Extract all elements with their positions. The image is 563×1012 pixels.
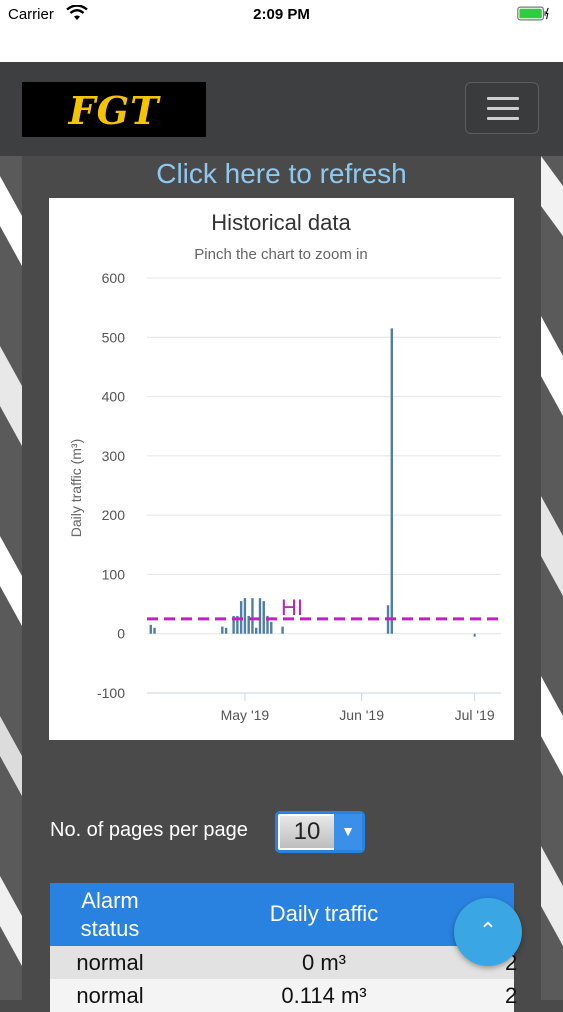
- chart-title: Historical data: [211, 210, 351, 235]
- y-tick-label: 500: [102, 329, 126, 345]
- background-image-right: [541, 156, 563, 1000]
- chevron-up-icon: ⌃: [478, 918, 498, 943]
- data-bar[interactable]: [149, 624, 152, 634]
- x-tick-label: Jul '19: [455, 707, 495, 723]
- battery-icon: [517, 6, 549, 21]
- x-tick-label: Jun '19: [339, 707, 384, 723]
- pages-per-page-label: No. of pages per page: [50, 819, 248, 841]
- data-bar[interactable]: [258, 598, 262, 634]
- extra-cell: 2: [505, 983, 518, 1008]
- y-tick-label: 400: [102, 389, 126, 405]
- pages-per-page-value: 10: [280, 816, 334, 848]
- data-bar[interactable]: [473, 633, 476, 637]
- traffic-cell: 0 m³: [302, 950, 346, 975]
- status-bar: Carrier 2:09 PM: [0, 0, 563, 30]
- data-bar[interactable]: [247, 615, 250, 634]
- y-tick-label: 0: [117, 626, 125, 642]
- dropdown-arrow-icon: ▼: [334, 814, 362, 850]
- scroll-to-top-button[interactable]: ⌃: [454, 898, 522, 966]
- pages-per-page-select[interactable]: 10 ▼: [275, 811, 365, 853]
- data-bar[interactable]: [153, 627, 156, 634]
- table-header: Alarm status Daily traffic: [50, 883, 514, 946]
- main-content: Click here to refresh Historical data Pi…: [22, 156, 541, 1012]
- x-tick-label: May '19: [221, 707, 270, 723]
- background-image-left: [0, 156, 22, 1000]
- chart-card[interactable]: Historical data Pinch the chart to zoom …: [49, 198, 514, 740]
- app-logo[interactable]: FGT: [22, 82, 206, 137]
- data-bar[interactable]: [270, 621, 273, 634]
- clock: 2:09 PM: [253, 6, 310, 23]
- y-tick-label: 200: [102, 507, 126, 523]
- data-bar[interactable]: [224, 627, 228, 634]
- y-tick-label: -100: [97, 685, 125, 701]
- chart-subtitle: Pinch the chart to zoom in: [194, 246, 367, 263]
- logo-text: FGT: [68, 88, 160, 133]
- data-bar[interactable]: [251, 598, 254, 634]
- data-bar[interactable]: [262, 601, 265, 634]
- data-bar[interactable]: [390, 328, 393, 634]
- historical-chart[interactable]: Historical data Pinch the chart to zoom …: [49, 198, 514, 740]
- carrier-label: Carrier: [8, 6, 54, 23]
- data-bar[interactable]: [281, 626, 284, 634]
- threshold-label: HI: [281, 595, 303, 620]
- header-gap: [0, 30, 563, 62]
- data-bar[interactable]: [232, 615, 235, 634]
- wifi-icon: [66, 5, 88, 20]
- y-axis-label: Daily traffic (m³): [68, 439, 84, 538]
- data-bar[interactable]: [221, 626, 224, 634]
- table-row[interactable]: normal 0 m³ 2: [50, 946, 517, 979]
- table-row[interactable]: normal 0.114 m³ 2: [50, 979, 518, 1012]
- menu-toggle-button[interactable]: [465, 82, 539, 134]
- data-table: Alarm status Daily traffic normal 0 m³ 2…: [50, 883, 518, 1012]
- y-tick-label: 300: [102, 448, 126, 464]
- data-bar[interactable]: [266, 615, 269, 634]
- status-cell: normal: [76, 983, 144, 1008]
- hamburger-icon: [487, 97, 519, 100]
- y-tick-label: 100: [102, 566, 126, 582]
- data-bar[interactable]: [236, 615, 239, 634]
- header-alarm-status[interactable]: Alarm status: [80, 888, 140, 941]
- traffic-cell: 0.114 m³: [281, 983, 367, 1008]
- refresh-link[interactable]: Click here to refresh: [156, 158, 407, 189]
- data-bar[interactable]: [255, 627, 258, 634]
- status-cell: normal: [76, 950, 144, 975]
- navbar: FGT: [0, 62, 563, 156]
- y-tick-label: 600: [102, 270, 126, 286]
- data-bar[interactable]: [243, 598, 247, 634]
- header-daily-traffic[interactable]: Daily traffic: [269, 901, 379, 926]
